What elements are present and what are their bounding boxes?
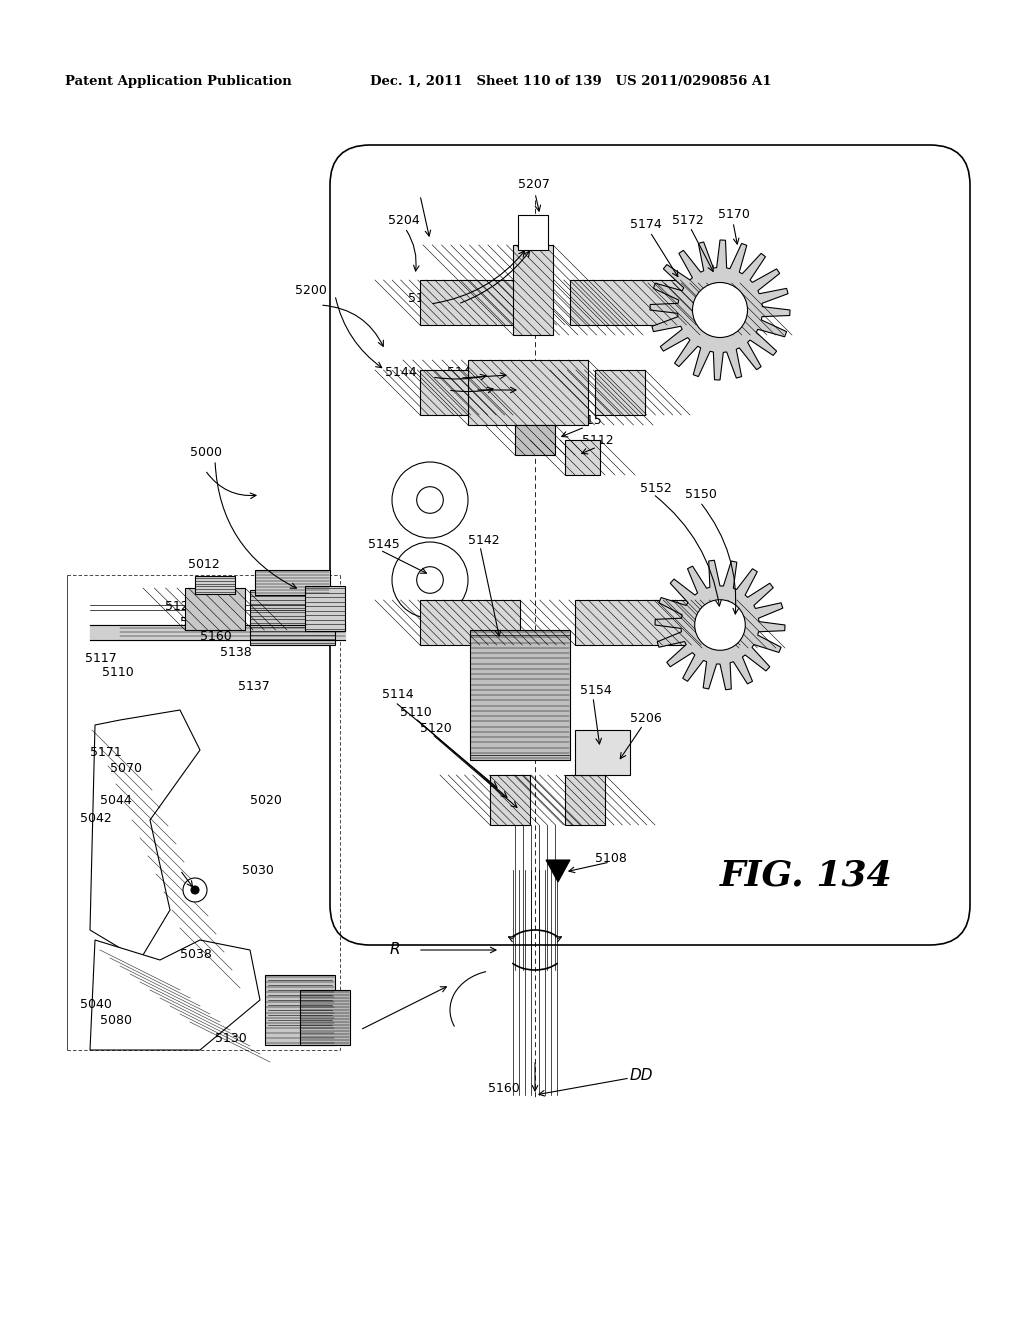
Text: 5171: 5171 <box>90 747 122 759</box>
Text: 5122: 5122 <box>165 601 197 614</box>
Bar <box>255 570 330 595</box>
Text: 5142: 5142 <box>468 533 500 546</box>
Text: 5164: 5164 <box>445 292 476 305</box>
Bar <box>195 576 234 594</box>
Text: 5114: 5114 <box>382 689 414 701</box>
Text: 5204: 5204 <box>388 214 420 227</box>
Bar <box>420 280 520 325</box>
Polygon shape <box>655 560 785 690</box>
Bar <box>570 280 690 325</box>
Text: 5207: 5207 <box>518 178 550 191</box>
Bar <box>420 601 520 645</box>
Text: 5110: 5110 <box>102 665 134 678</box>
Polygon shape <box>546 861 570 882</box>
Bar <box>420 370 468 414</box>
Text: 5038: 5038 <box>180 949 212 961</box>
Bar <box>518 215 548 249</box>
Text: 5042: 5042 <box>80 812 112 825</box>
Text: 5143: 5143 <box>420 379 452 392</box>
Text: 5176: 5176 <box>408 292 439 305</box>
Text: 5141: 5141 <box>462 379 494 392</box>
Text: 5110: 5110 <box>400 705 432 718</box>
Text: 5154: 5154 <box>580 684 611 697</box>
Text: 5150: 5150 <box>685 488 717 502</box>
Text: 5020: 5020 <box>250 793 282 807</box>
Text: 5030: 5030 <box>242 863 273 876</box>
Text: 5140: 5140 <box>447 366 479 379</box>
Text: 5144: 5144 <box>385 367 417 380</box>
Text: PD: PD <box>315 1027 336 1043</box>
Text: 5120: 5120 <box>420 722 452 734</box>
Bar <box>470 630 570 760</box>
Bar <box>702 601 737 648</box>
Text: 5108: 5108 <box>595 851 627 865</box>
Text: 5174: 5174 <box>630 219 662 231</box>
Polygon shape <box>90 940 260 1049</box>
Text: 5040: 5040 <box>80 998 112 1011</box>
Text: 5000: 5000 <box>190 446 222 459</box>
Polygon shape <box>90 710 200 960</box>
Circle shape <box>183 878 207 902</box>
Bar <box>575 730 630 775</box>
Circle shape <box>392 462 468 539</box>
Text: 5115: 5115 <box>570 413 602 426</box>
Bar <box>185 587 245 630</box>
Text: 5162: 5162 <box>180 615 212 628</box>
Text: DD: DD <box>630 1068 653 1082</box>
Text: 5112: 5112 <box>582 433 613 446</box>
Text: 5145: 5145 <box>368 539 399 552</box>
Text: 5044: 5044 <box>100 793 132 807</box>
Bar <box>490 775 530 825</box>
Bar <box>300 990 350 1045</box>
Bar <box>575 601 695 645</box>
Circle shape <box>692 282 748 338</box>
FancyBboxPatch shape <box>330 145 970 945</box>
Bar <box>513 246 553 335</box>
Text: 5206: 5206 <box>630 711 662 725</box>
Text: 5152: 5152 <box>640 482 672 495</box>
Text: 5130: 5130 <box>215 1031 247 1044</box>
Text: 5170: 5170 <box>718 209 750 222</box>
Text: 5137: 5137 <box>238 680 269 693</box>
Text: 5117: 5117 <box>85 652 117 664</box>
Bar <box>305 586 345 631</box>
Text: Dec. 1, 2011   Sheet 110 of 139   US 2011/0290856 A1: Dec. 1, 2011 Sheet 110 of 139 US 2011/02… <box>370 75 771 88</box>
Text: 5160: 5160 <box>200 631 231 644</box>
Text: Patent Application Publication: Patent Application Publication <box>65 75 292 88</box>
Bar <box>468 360 588 425</box>
Bar <box>565 775 605 825</box>
Text: 5138: 5138 <box>220 645 252 659</box>
Circle shape <box>191 886 199 894</box>
Circle shape <box>694 599 745 651</box>
Bar <box>595 370 645 414</box>
Bar <box>565 440 600 475</box>
Bar <box>265 975 335 1045</box>
Text: 5070: 5070 <box>110 762 142 775</box>
Text: 5172: 5172 <box>672 214 703 227</box>
Circle shape <box>417 487 443 513</box>
Text: 5012: 5012 <box>188 558 220 572</box>
Polygon shape <box>650 240 790 380</box>
Text: 5160: 5160 <box>488 1081 520 1094</box>
Text: 5080: 5080 <box>100 1014 132 1027</box>
Circle shape <box>417 566 443 593</box>
Circle shape <box>392 543 468 618</box>
Bar <box>515 425 555 455</box>
Text: R: R <box>390 942 400 957</box>
Text: 5200: 5200 <box>295 284 327 297</box>
Bar <box>250 590 335 645</box>
Bar <box>700 282 740 335</box>
Text: FIG. 134: FIG. 134 <box>720 858 893 892</box>
